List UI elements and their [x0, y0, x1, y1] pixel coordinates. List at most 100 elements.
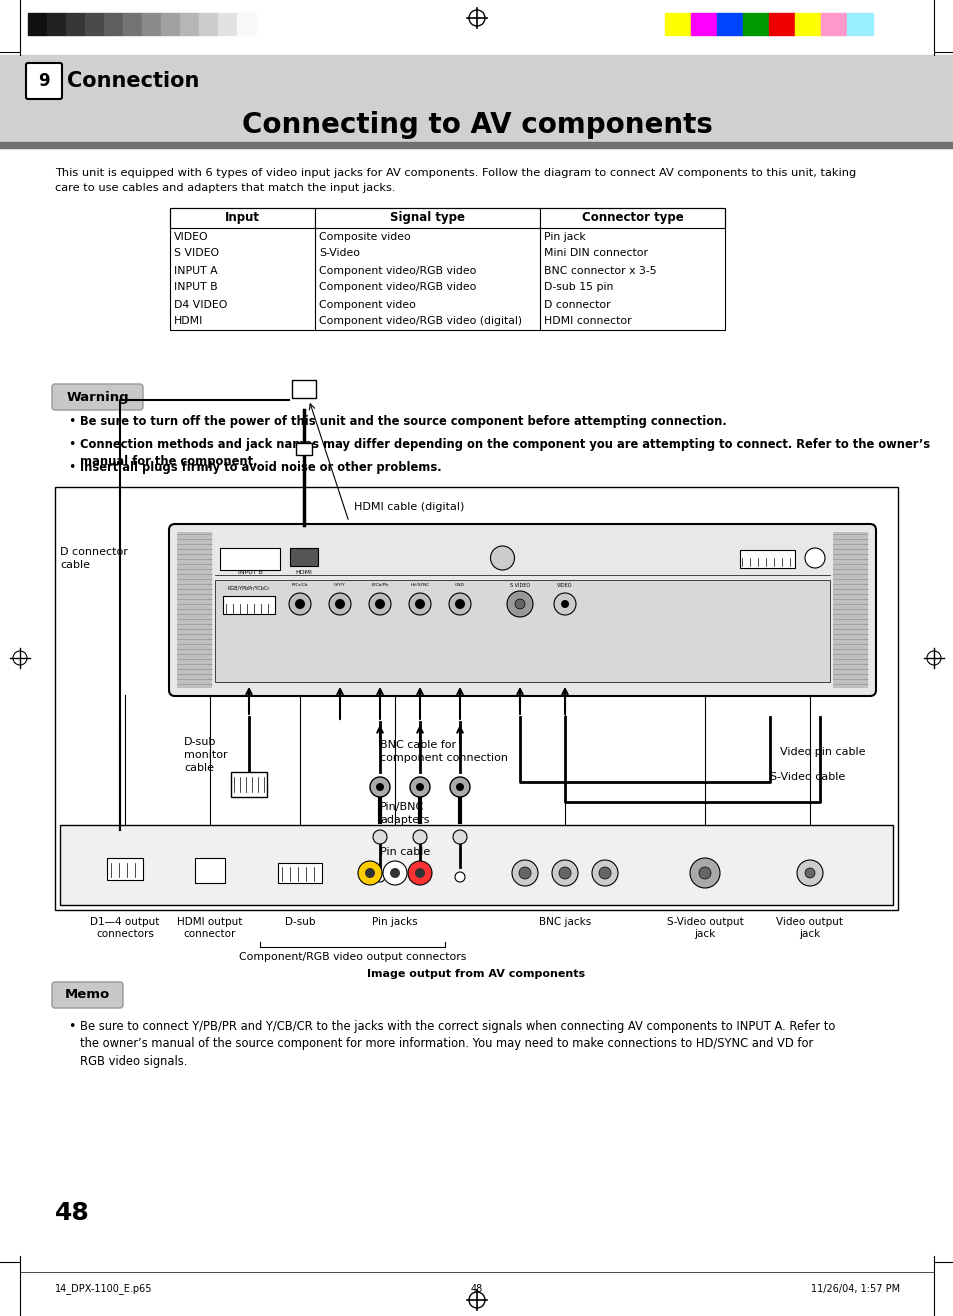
Bar	[47, 13, 66, 36]
Circle shape	[455, 599, 464, 609]
Text: •: •	[68, 438, 75, 451]
Bar	[794, 13, 821, 36]
Text: Component video: Component video	[318, 300, 416, 309]
Text: Connection methods and jack names may differ depending on the component you are : Connection methods and jack names may di…	[80, 438, 929, 468]
Text: HDMI cable (digital): HDMI cable (digital)	[354, 501, 464, 512]
Circle shape	[370, 776, 390, 797]
Bar	[66, 13, 85, 36]
Text: S-Video cable: S-Video cable	[769, 772, 844, 782]
Circle shape	[512, 859, 537, 886]
Text: Be sure to turn off the power of this unit and the source component before attem: Be sure to turn off the power of this un…	[80, 415, 726, 428]
Bar	[85, 13, 104, 36]
Bar	[223, 596, 274, 615]
Circle shape	[415, 873, 424, 882]
Text: Composite video: Composite video	[318, 232, 411, 242]
Text: Mini DIN connector: Mini DIN connector	[543, 249, 647, 258]
Text: B/Cb/Pb: B/Cb/Pb	[371, 583, 388, 587]
Circle shape	[357, 861, 381, 884]
Text: D connector: D connector	[543, 300, 610, 309]
Circle shape	[456, 783, 463, 791]
Text: HDMI output
connector: HDMI output connector	[177, 917, 242, 940]
Text: Component video/RGB video: Component video/RGB video	[318, 266, 476, 275]
Circle shape	[449, 594, 471, 615]
Bar	[142, 13, 161, 36]
Circle shape	[450, 776, 470, 797]
Bar	[177, 532, 212, 688]
Circle shape	[453, 830, 467, 844]
Text: Connector type: Connector type	[581, 212, 682, 225]
Bar	[0, 142, 953, 147]
Circle shape	[375, 599, 385, 609]
Text: 48: 48	[55, 1202, 90, 1225]
Text: S VIDEO: S VIDEO	[173, 249, 219, 258]
Bar	[768, 13, 794, 36]
Circle shape	[506, 591, 533, 617]
Bar	[314, 208, 539, 228]
Circle shape	[415, 869, 424, 878]
Bar	[170, 228, 724, 330]
Bar	[292, 380, 315, 397]
Text: INPUT A: INPUT A	[173, 266, 217, 275]
Text: G/Y/Y: G/Y/Y	[334, 583, 345, 587]
Bar	[717, 13, 742, 36]
Text: Memo: Memo	[65, 988, 110, 1001]
Bar	[236, 13, 255, 36]
Bar	[161, 13, 180, 36]
Bar	[104, 13, 123, 36]
Text: 14_DPX-1100_E.p65: 14_DPX-1100_E.p65	[55, 1283, 152, 1295]
Circle shape	[294, 599, 305, 609]
Text: •: •	[68, 1020, 75, 1033]
Circle shape	[416, 783, 423, 791]
Circle shape	[390, 869, 399, 878]
Text: HV/SYNC: HV/SYNC	[410, 583, 429, 587]
Text: This unit is equipped with 6 types of video input jacks for AV components. Follo: This unit is equipped with 6 types of vi…	[55, 168, 856, 193]
Circle shape	[373, 830, 387, 844]
Bar	[832, 532, 867, 688]
Text: D-sub: D-sub	[284, 917, 314, 926]
Circle shape	[699, 867, 710, 879]
Text: BNC connector x 3-5: BNC connector x 3-5	[543, 266, 656, 275]
Bar	[290, 547, 317, 566]
Bar	[742, 13, 768, 36]
Bar	[107, 858, 143, 880]
Bar	[214, 580, 829, 682]
Circle shape	[554, 594, 576, 615]
Bar	[170, 208, 314, 228]
Text: 11/26/04, 1:57 PM: 11/26/04, 1:57 PM	[810, 1284, 899, 1294]
Text: HDMI: HDMI	[173, 317, 203, 326]
Text: S-Video: S-Video	[318, 249, 359, 258]
FancyBboxPatch shape	[26, 63, 62, 99]
Text: BNC jacks: BNC jacks	[538, 917, 591, 926]
Circle shape	[415, 599, 424, 609]
Text: Connecting to AV components: Connecting to AV components	[241, 111, 712, 139]
Bar	[690, 13, 717, 36]
Circle shape	[335, 599, 345, 609]
Circle shape	[490, 546, 514, 570]
Text: D-sub
monitor
cable: D-sub monitor cable	[184, 737, 228, 774]
Text: Component/RGB video output connectors: Component/RGB video output connectors	[238, 951, 466, 962]
Text: S VIDEO: S VIDEO	[510, 583, 530, 588]
Bar	[28, 13, 47, 36]
Circle shape	[409, 594, 431, 615]
Circle shape	[592, 859, 618, 886]
Text: INPUT B: INPUT B	[237, 571, 262, 575]
Text: Component video/RGB video: Component video/RGB video	[318, 283, 476, 292]
Text: Signal type: Signal type	[390, 212, 464, 225]
Bar	[0, 55, 953, 147]
Text: HDMI: HDMI	[295, 571, 313, 575]
Circle shape	[804, 547, 824, 569]
Bar	[821, 13, 846, 36]
Text: R/Cr/Cb: R/Cr/Cb	[292, 583, 308, 587]
Circle shape	[413, 830, 427, 844]
Circle shape	[369, 594, 391, 615]
Bar	[220, 547, 280, 570]
Circle shape	[796, 859, 822, 886]
Bar	[218, 13, 236, 36]
Text: D-sub 15 pin: D-sub 15 pin	[543, 283, 613, 292]
Text: Video pin cable: Video pin cable	[780, 747, 864, 757]
Circle shape	[804, 869, 814, 878]
Circle shape	[560, 600, 568, 608]
Text: Warning: Warning	[66, 391, 129, 404]
Circle shape	[558, 867, 571, 879]
Bar	[194, 858, 225, 883]
